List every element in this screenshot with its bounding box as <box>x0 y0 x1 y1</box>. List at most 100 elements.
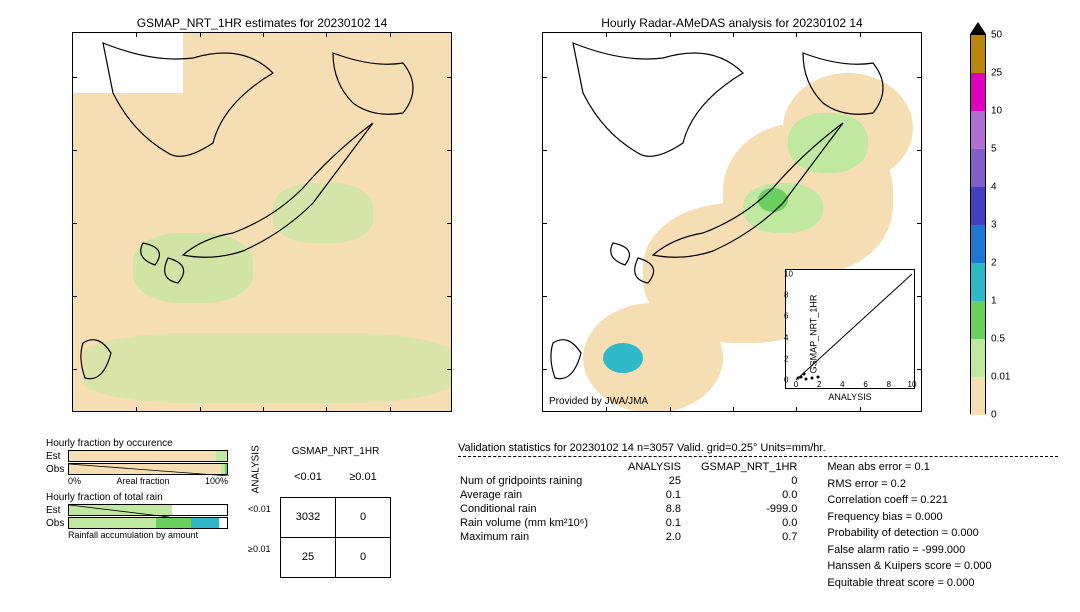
stats-val-b: -999.0 <box>683 503 797 515</box>
ct-c00: 3032 <box>281 497 336 537</box>
x-tick-label: 130°E <box>186 411 213 412</box>
ct-col-header: GSMAP_NRT_1HR <box>280 446 391 457</box>
colorbar-tick: 3 <box>985 220 997 231</box>
bar-seg <box>216 451 227 461</box>
stats-hr <box>458 456 1058 457</box>
colorbar-seg <box>971 73 985 111</box>
colorbar-tick: 10 <box>985 106 1002 117</box>
inset-ytick: 10 <box>784 270 793 279</box>
bar-seg <box>69 518 156 528</box>
colorbar-tick: 25 <box>985 68 1002 79</box>
stats-left: ANALYSIS GSMAP_NRT_1HR Num of gridpoints… <box>458 459 799 591</box>
est-label: Est <box>46 451 68 462</box>
colorbar-tick: 2 <box>985 258 997 269</box>
x-tick-label: 145°E <box>846 411 873 412</box>
total-obs-row: Obs <box>46 517 228 529</box>
map-right: GSMAP_NRT_1HR ANALYSIS 0246810 0246810 P… <box>542 32 922 412</box>
colorbar-seg <box>971 339 985 377</box>
accum-label: Rainfall accumulation by amount <box>68 530 228 540</box>
colorbar-seg <box>971 149 985 187</box>
ct-c01: 0 <box>336 497 391 537</box>
inset-xtick: 8 <box>887 380 891 389</box>
stats-row-label: Rain volume (mm km²10⁶) <box>460 517 608 529</box>
map-left-title: GSMAP_NRT_1HR estimates for 20230102 14 <box>72 16 452 30</box>
map-left-white1 <box>73 33 183 93</box>
stats-metric: Equitable threat score = 0.000 <box>827 575 991 592</box>
map-left-green1 <box>133 233 253 303</box>
colorbar-seg <box>971 225 985 263</box>
map-left: 25°N30°N35°N40°N45°N125°E130°E135°E140°E… <box>72 32 452 412</box>
stats-val-a: 0.1 <box>610 489 681 501</box>
stats-metric: RMS error = 0.2 <box>827 476 991 493</box>
stats-val-a: 0.1 <box>610 517 681 529</box>
map-left-wrap: GSMAP_NRT_1HR estimates for 20230102 14 … <box>72 16 452 412</box>
inset-ytick: 8 <box>784 291 788 300</box>
bar-seg <box>69 451 216 461</box>
occ-axis: 0% Areal fraction 100% <box>68 476 228 486</box>
colorbar-seg <box>971 111 985 149</box>
total-title: Hourly fraction of total rain <box>46 492 228 503</box>
stats-metric: Frequency bias = 0.000 <box>827 509 991 526</box>
stats-val-a: 25 <box>610 475 681 487</box>
inset-xtick: 4 <box>840 380 844 389</box>
stats-row-label: Maximum rain <box>460 531 608 543</box>
inset-svg <box>786 270 916 390</box>
stats-h0: ANALYSIS <box>610 461 681 473</box>
inset-ytick: 0 <box>784 376 788 385</box>
inset-xlabel: ANALYSIS <box>828 392 871 402</box>
stats-val-a: 8.8 <box>610 503 681 515</box>
colorbar-overflow-icon <box>970 22 986 34</box>
inset-scatter: GSMAP_NRT_1HR ANALYSIS 0246810 0246810 <box>785 269 915 389</box>
stats-val-b: 0.7 <box>683 531 797 543</box>
x-tick-label: 135°E <box>719 411 746 412</box>
x-tick-label: 130°E <box>656 411 683 412</box>
stats-metric: Hanssen & Kuipers score = 0.000 <box>827 558 991 575</box>
tot-obs-bar <box>68 517 228 529</box>
hourly-bars: Hourly fraction by occurence Est Obs 0% … <box>46 438 228 540</box>
inset-xtick: 6 <box>863 380 867 389</box>
stats-right: Mean abs error = 0.1RMS error = 0.2Corre… <box>827 459 991 591</box>
contingency-wrap: GSMAP_NRT_1HR <0.01 ≥0.01 3032 0 25 0 <0… <box>280 446 391 578</box>
occ-est-row: Est <box>46 450 228 462</box>
x-tick-label: 140°E <box>313 411 340 412</box>
provided-by: Provided by JWA/JMA <box>549 396 648 407</box>
stats-val-b: 0 <box>683 475 797 487</box>
ct-row-header: ANALYSIS <box>251 445 262 493</box>
colorbar-tick: 5 <box>985 144 997 155</box>
colorbar-tick: 0.5 <box>985 334 1005 345</box>
stats-val-b: 0.0 <box>683 517 797 529</box>
obs-label: Obs <box>46 464 68 475</box>
inset-xtick: 2 <box>817 380 821 389</box>
inset-ytick: 4 <box>784 333 788 342</box>
ct-c11: 0 <box>336 537 391 577</box>
colorbar-tick: 1 <box>985 296 997 307</box>
colorbar-tick: 0.01 <box>985 372 1010 383</box>
occ-est-bar <box>68 450 228 462</box>
inset-ytick: 2 <box>784 354 788 363</box>
tot-est-bar <box>68 504 228 516</box>
map-right-title: Hourly Radar-AMeDAS analysis for 2023010… <box>542 16 922 30</box>
colorbar-seg <box>971 187 985 225</box>
stats-val-a: 2.0 <box>610 531 681 543</box>
colorbar-seg <box>971 263 985 301</box>
inset-ylabel: GSMAP_NRT_1HR <box>808 295 818 374</box>
x-tick-label: 135°E <box>249 411 276 412</box>
map-right-wrap: Hourly Radar-AMeDAS analysis for 2023010… <box>542 16 922 412</box>
stats-title: Validation statistics for 20230102 14 n=… <box>458 442 1058 454</box>
colorbar-tick: 4 <box>985 182 997 193</box>
inset-xtick: 10 <box>908 380 917 389</box>
stats-h1: GSMAP_NRT_1HR <box>683 461 797 473</box>
stats-row-label: Num of gridpoints raining <box>460 475 608 487</box>
total-est-row: Est <box>46 504 228 516</box>
x-tick-label: 125°E <box>123 411 150 412</box>
colorbar-seg <box>971 377 985 415</box>
occ-title: Hourly fraction by occurence <box>46 438 228 449</box>
contingency-table: <0.01 ≥0.01 3032 0 25 0 <box>280 457 391 578</box>
bar-seg <box>156 518 191 528</box>
stats-row-label: Average rain <box>460 489 608 501</box>
occ-obs-bar <box>68 463 228 475</box>
x-tick-label: 145°E <box>376 411 403 412</box>
colorbar-seg <box>971 301 985 339</box>
occ-left: 0% <box>68 476 81 486</box>
bar-seg <box>191 518 219 528</box>
